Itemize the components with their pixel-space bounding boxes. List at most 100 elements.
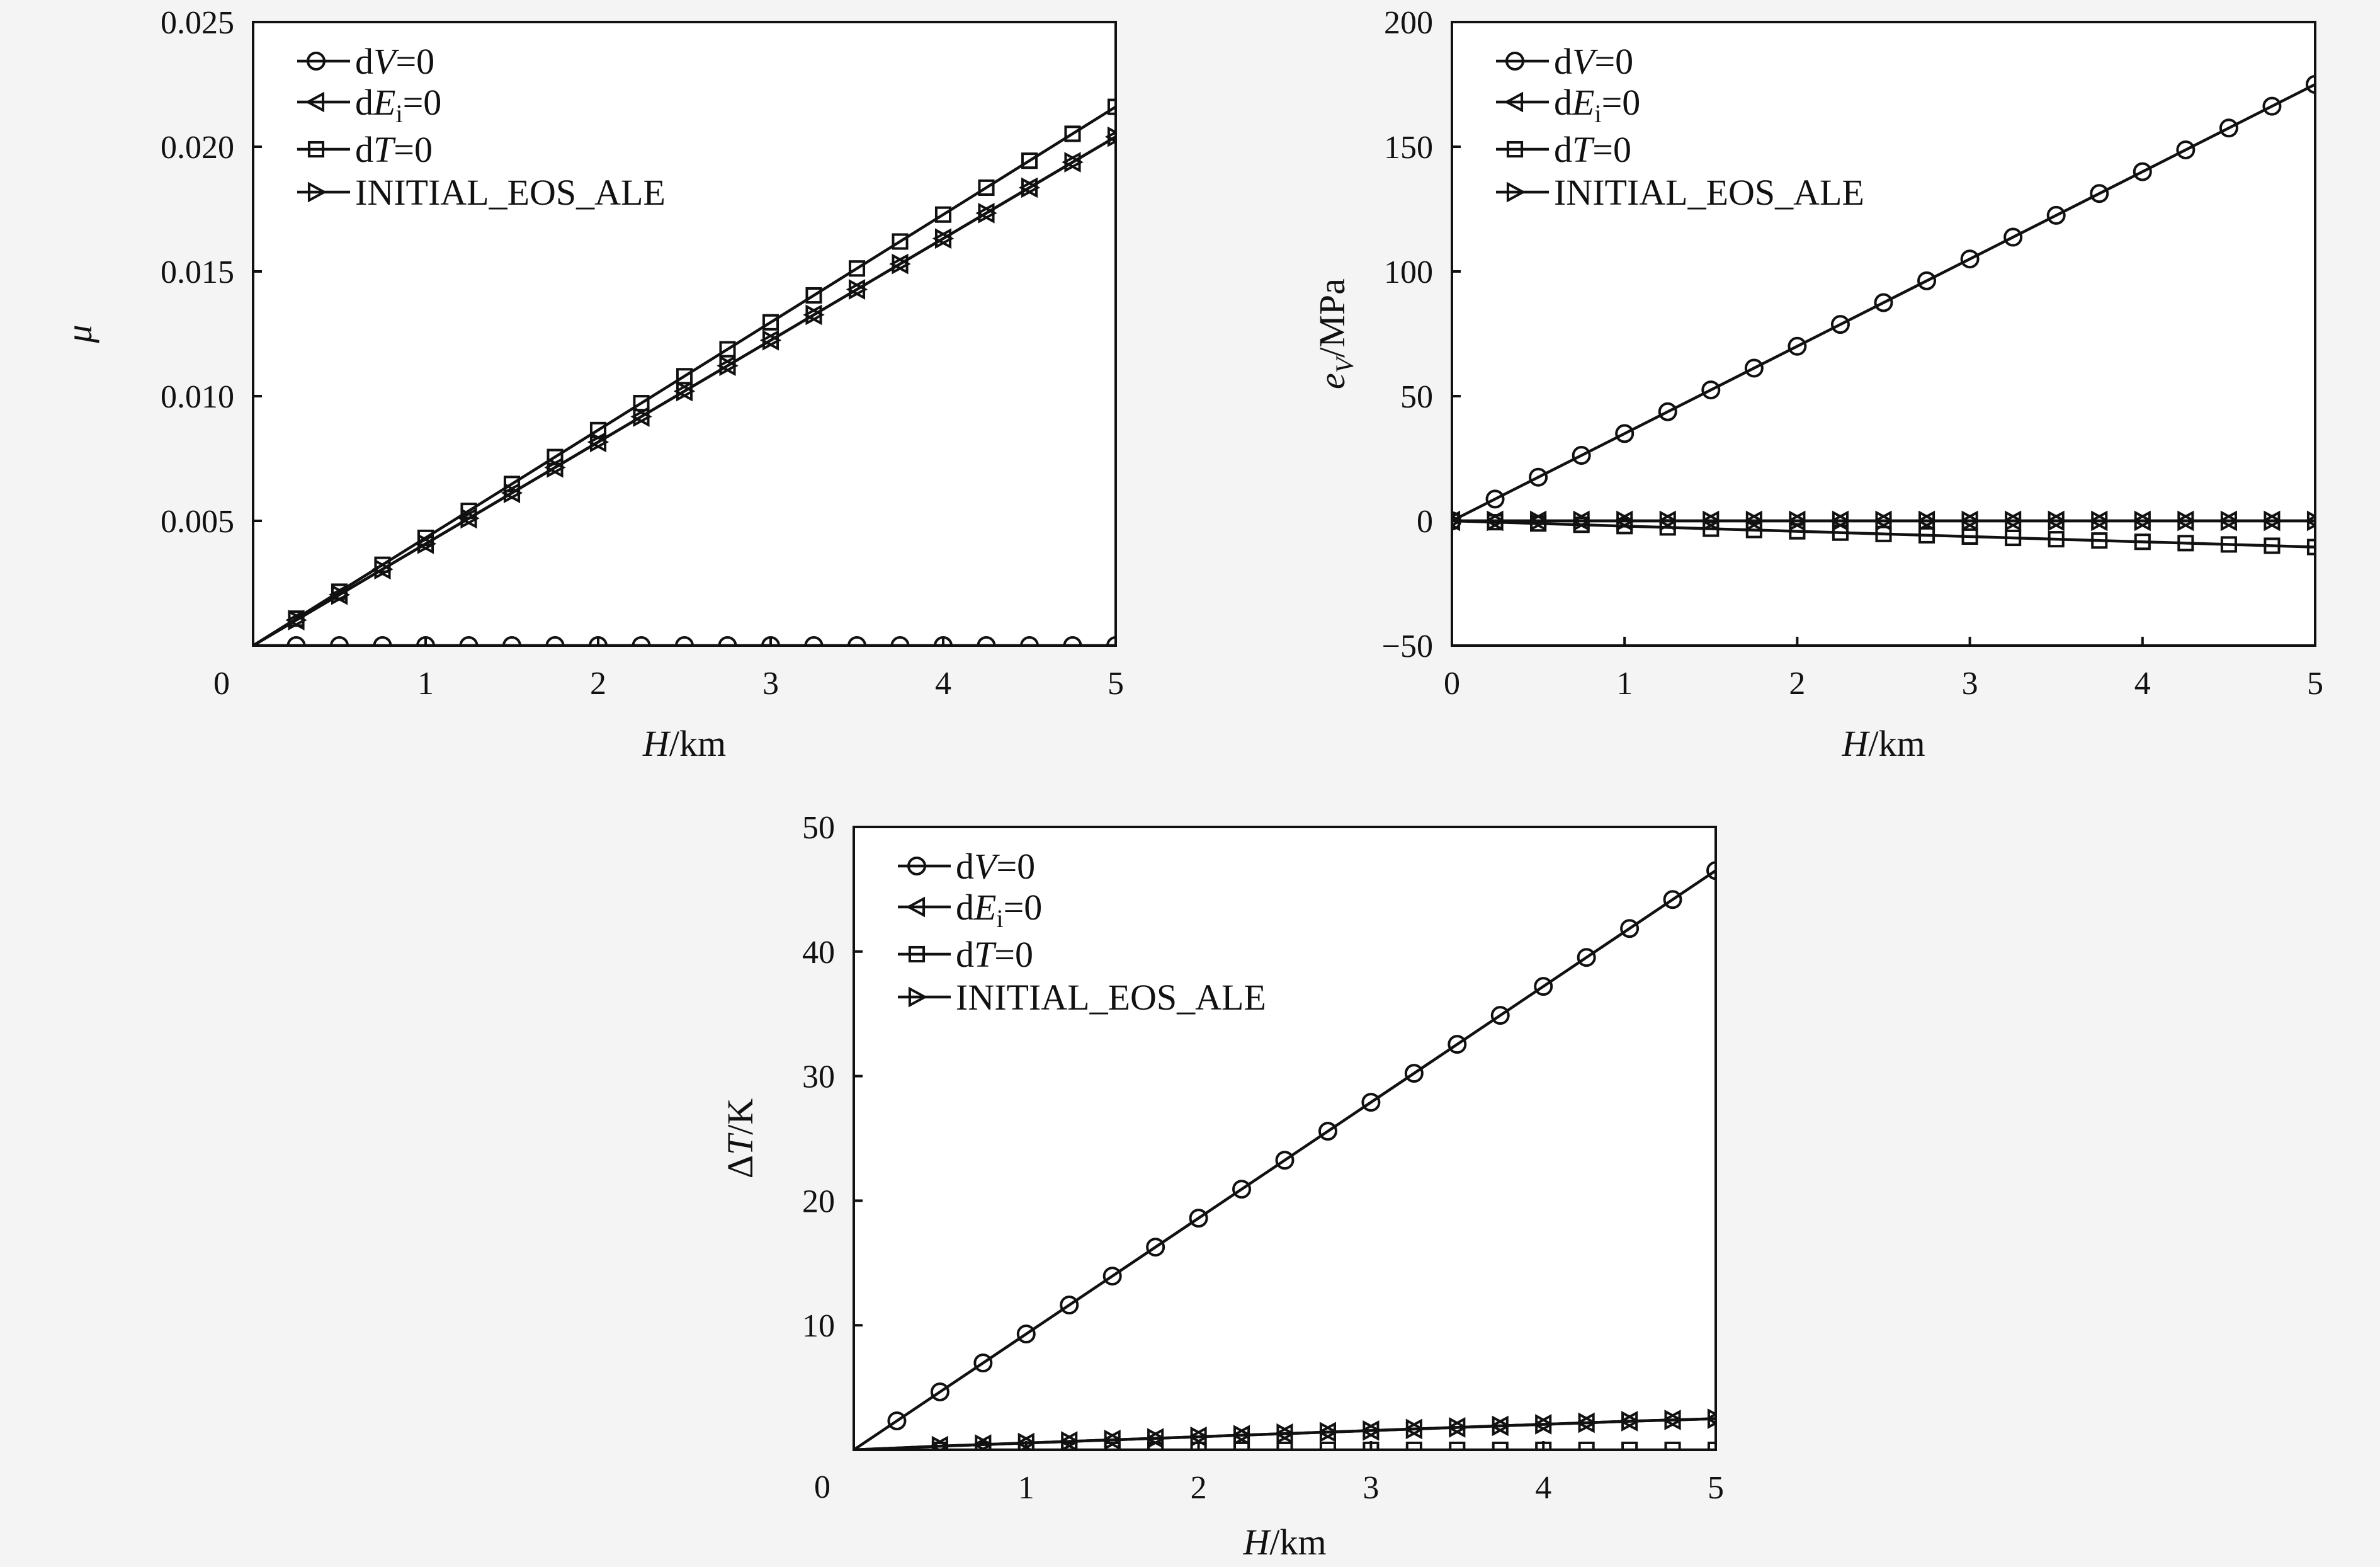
x-tick-label: 3 xyxy=(1962,666,1978,702)
y-axis-label: μ xyxy=(59,324,99,343)
series-4-marker xyxy=(1487,510,1506,532)
series-4-marker xyxy=(2264,510,2283,532)
legend-marker-circle xyxy=(307,52,326,71)
series-1-marker xyxy=(1232,1180,1252,1199)
series-4-marker xyxy=(1621,1411,1641,1432)
y-axis-label: ΔT/K xyxy=(720,1098,761,1179)
series-1-marker xyxy=(1189,1209,1208,1228)
series-4-marker xyxy=(1452,515,1463,527)
x-tick-label: 4 xyxy=(1535,1470,1551,1506)
x-tick-label: 0 xyxy=(213,666,230,702)
series-4-marker xyxy=(1449,1417,1468,1438)
legend-marker-tri-right xyxy=(307,181,327,203)
series-4-marker xyxy=(1789,510,1808,532)
legend-marker-tri-right xyxy=(1506,181,1526,203)
series-1-marker xyxy=(1620,919,1640,938)
legend-label: INITIAL_EOS_ALE xyxy=(355,172,666,213)
series-1-marker xyxy=(1706,861,1716,880)
x-tick-label: 1 xyxy=(1616,666,1633,702)
legend-label: dEi=0 xyxy=(956,887,1042,933)
series-3-marker xyxy=(1021,152,1038,169)
series-4-marker xyxy=(2306,510,2315,532)
series-3-marker xyxy=(2220,536,2237,553)
series-3-marker xyxy=(2306,538,2315,556)
series-1-marker xyxy=(1960,249,1980,269)
series-4-marker xyxy=(1573,510,1592,532)
series-4-marker xyxy=(1276,1423,1296,1444)
legend-marker-tri-left xyxy=(905,896,926,918)
legend-marker-square xyxy=(1506,140,1524,158)
series-1-marker xyxy=(1404,1064,1424,1083)
series-1-marker xyxy=(502,636,521,646)
x-tick-label: 3 xyxy=(762,666,779,702)
y-tick-label: 0 xyxy=(1417,504,1433,540)
series-4-marker xyxy=(2091,510,2111,532)
series-1-marker xyxy=(632,636,651,646)
series-3-marker xyxy=(1276,1441,1293,1450)
series-1-marker xyxy=(1572,446,1591,465)
series-4-marker xyxy=(1832,510,1852,532)
series-4-marker xyxy=(589,431,609,453)
series-4-marker xyxy=(417,533,437,554)
x-tick-label: 4 xyxy=(935,666,951,702)
series-4-marker xyxy=(1578,1412,1597,1433)
y-tick-label: 0.015 xyxy=(161,254,234,290)
series-3-marker xyxy=(719,341,736,358)
series-3-marker xyxy=(1233,1441,1250,1450)
plot-frame xyxy=(853,826,1717,1451)
series-3-marker xyxy=(1449,1441,1466,1450)
series-4-marker xyxy=(633,406,652,427)
series-3-marker xyxy=(1107,98,1116,115)
series-3-marker xyxy=(1621,1441,1638,1450)
series-4-marker xyxy=(1530,510,1550,532)
legend-label: INITIAL_EOS_ALE xyxy=(1554,172,1864,213)
series-1-marker xyxy=(1448,1035,1467,1054)
series-3-marker xyxy=(1578,1441,1595,1450)
legend-label: dEi=0 xyxy=(355,82,441,128)
x-axis-label: H/km xyxy=(1841,723,1925,764)
series-4-marker xyxy=(1363,1420,1382,1441)
series-3-marker xyxy=(2091,532,2108,549)
legend-marker-tri-left xyxy=(305,91,325,113)
legend-label: dEi=0 xyxy=(1554,82,1640,128)
series-1-marker xyxy=(1016,1325,1036,1344)
series-4-marker xyxy=(1703,510,1722,532)
series-1-marker xyxy=(1275,1151,1295,1170)
series-1-marker xyxy=(1485,489,1505,509)
series-3-marker xyxy=(1190,1441,1207,1450)
series-3-marker xyxy=(1492,1441,1509,1450)
series-3-marker xyxy=(934,206,952,223)
series-4-marker xyxy=(2005,510,2024,532)
legend-marker-circle xyxy=(1505,52,1524,71)
series-1-marker xyxy=(2306,75,2315,94)
series-1-marker xyxy=(887,1411,907,1431)
legend-label: dV=0 xyxy=(355,41,434,82)
series-1-marker xyxy=(1615,424,1635,443)
series-line-3 xyxy=(1452,519,2315,549)
series-4-marker xyxy=(2220,510,2240,532)
series-1-marker xyxy=(977,636,996,646)
series-1-marker xyxy=(847,636,866,646)
series-3-marker xyxy=(2177,535,2194,552)
series-1-marker xyxy=(1102,1267,1122,1286)
series-4-marker xyxy=(848,279,868,300)
series-1-marker xyxy=(589,636,608,646)
series-1-marker xyxy=(1490,1006,1510,1025)
series-4-marker xyxy=(1535,1414,1555,1435)
series-4-marker xyxy=(892,253,911,275)
series-3-marker xyxy=(2005,529,2022,547)
series-4-marker xyxy=(1233,1425,1253,1446)
legend-label: INITIAL_EOS_ALE xyxy=(956,977,1266,1018)
legend-label: dT=0 xyxy=(956,934,1033,975)
series-3-marker xyxy=(1707,1441,1716,1450)
series-3-marker xyxy=(633,395,650,412)
series-1-marker xyxy=(675,636,694,646)
series-4-marker xyxy=(1064,152,1084,173)
x-tick-label: 5 xyxy=(2307,666,2323,702)
y-tick-label: 30 xyxy=(802,1059,835,1095)
series-3-marker xyxy=(2134,533,2151,550)
series-1-marker xyxy=(718,636,737,646)
series-3-marker xyxy=(1875,525,1892,542)
series-3-marker xyxy=(1961,528,1978,545)
series-4-marker xyxy=(288,610,307,630)
